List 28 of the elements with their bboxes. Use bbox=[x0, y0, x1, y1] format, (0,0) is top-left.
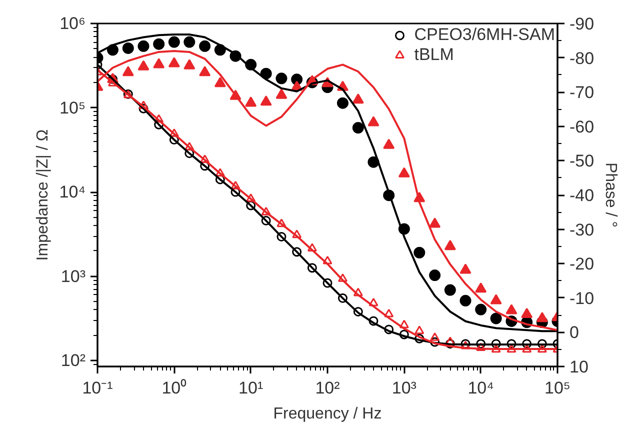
y2-tick-label: 0 bbox=[570, 323, 579, 342]
y2-tick-label: 10 bbox=[570, 358, 588, 376]
y2-tick-label: -60 bbox=[570, 117, 594, 136]
y2-tick-label: -70 bbox=[570, 83, 594, 102]
y2-tick-label: -10 bbox=[570, 288, 594, 308]
x-tick-label: 10³ bbox=[392, 378, 417, 398]
x-tick-label: 10⁻¹ bbox=[82, 378, 114, 398]
y2-tick-label: -30 bbox=[570, 220, 594, 240]
y-tick-label: 10⁵ bbox=[60, 98, 86, 118]
x-tick-label: 10⁰ bbox=[162, 378, 187, 398]
legend-label: CPEO3/6MH-SAM bbox=[414, 25, 555, 45]
y2-tick-label: -40 bbox=[570, 186, 594, 205]
x-tick-label: 10⁵ bbox=[544, 378, 570, 398]
x-axis-title: Frequency / Hz bbox=[273, 406, 382, 422]
x-tick-label: 10² bbox=[315, 378, 340, 398]
x-tick-label: 10¹ bbox=[238, 378, 264, 398]
y2-tick-label: -90 bbox=[570, 14, 594, 34]
y-tick-label: 10² bbox=[60, 351, 86, 370]
y-tick-label: 10⁴ bbox=[59, 182, 86, 202]
y2-tick-label: -20 bbox=[570, 254, 594, 274]
y-tick-label: 10⁶ bbox=[60, 14, 86, 33]
y2-tick-label: -80 bbox=[570, 48, 594, 68]
y-axis-title: Impedance /|Z| / Ω bbox=[34, 129, 52, 261]
legend-label: tBLM bbox=[414, 45, 454, 65]
y2-tick-label: -50 bbox=[570, 152, 594, 171]
x-tick-label: 10⁴ bbox=[468, 378, 494, 398]
y2-axis-title: Phase / ° bbox=[602, 162, 620, 228]
y-tick-label: 10³ bbox=[60, 266, 86, 286]
